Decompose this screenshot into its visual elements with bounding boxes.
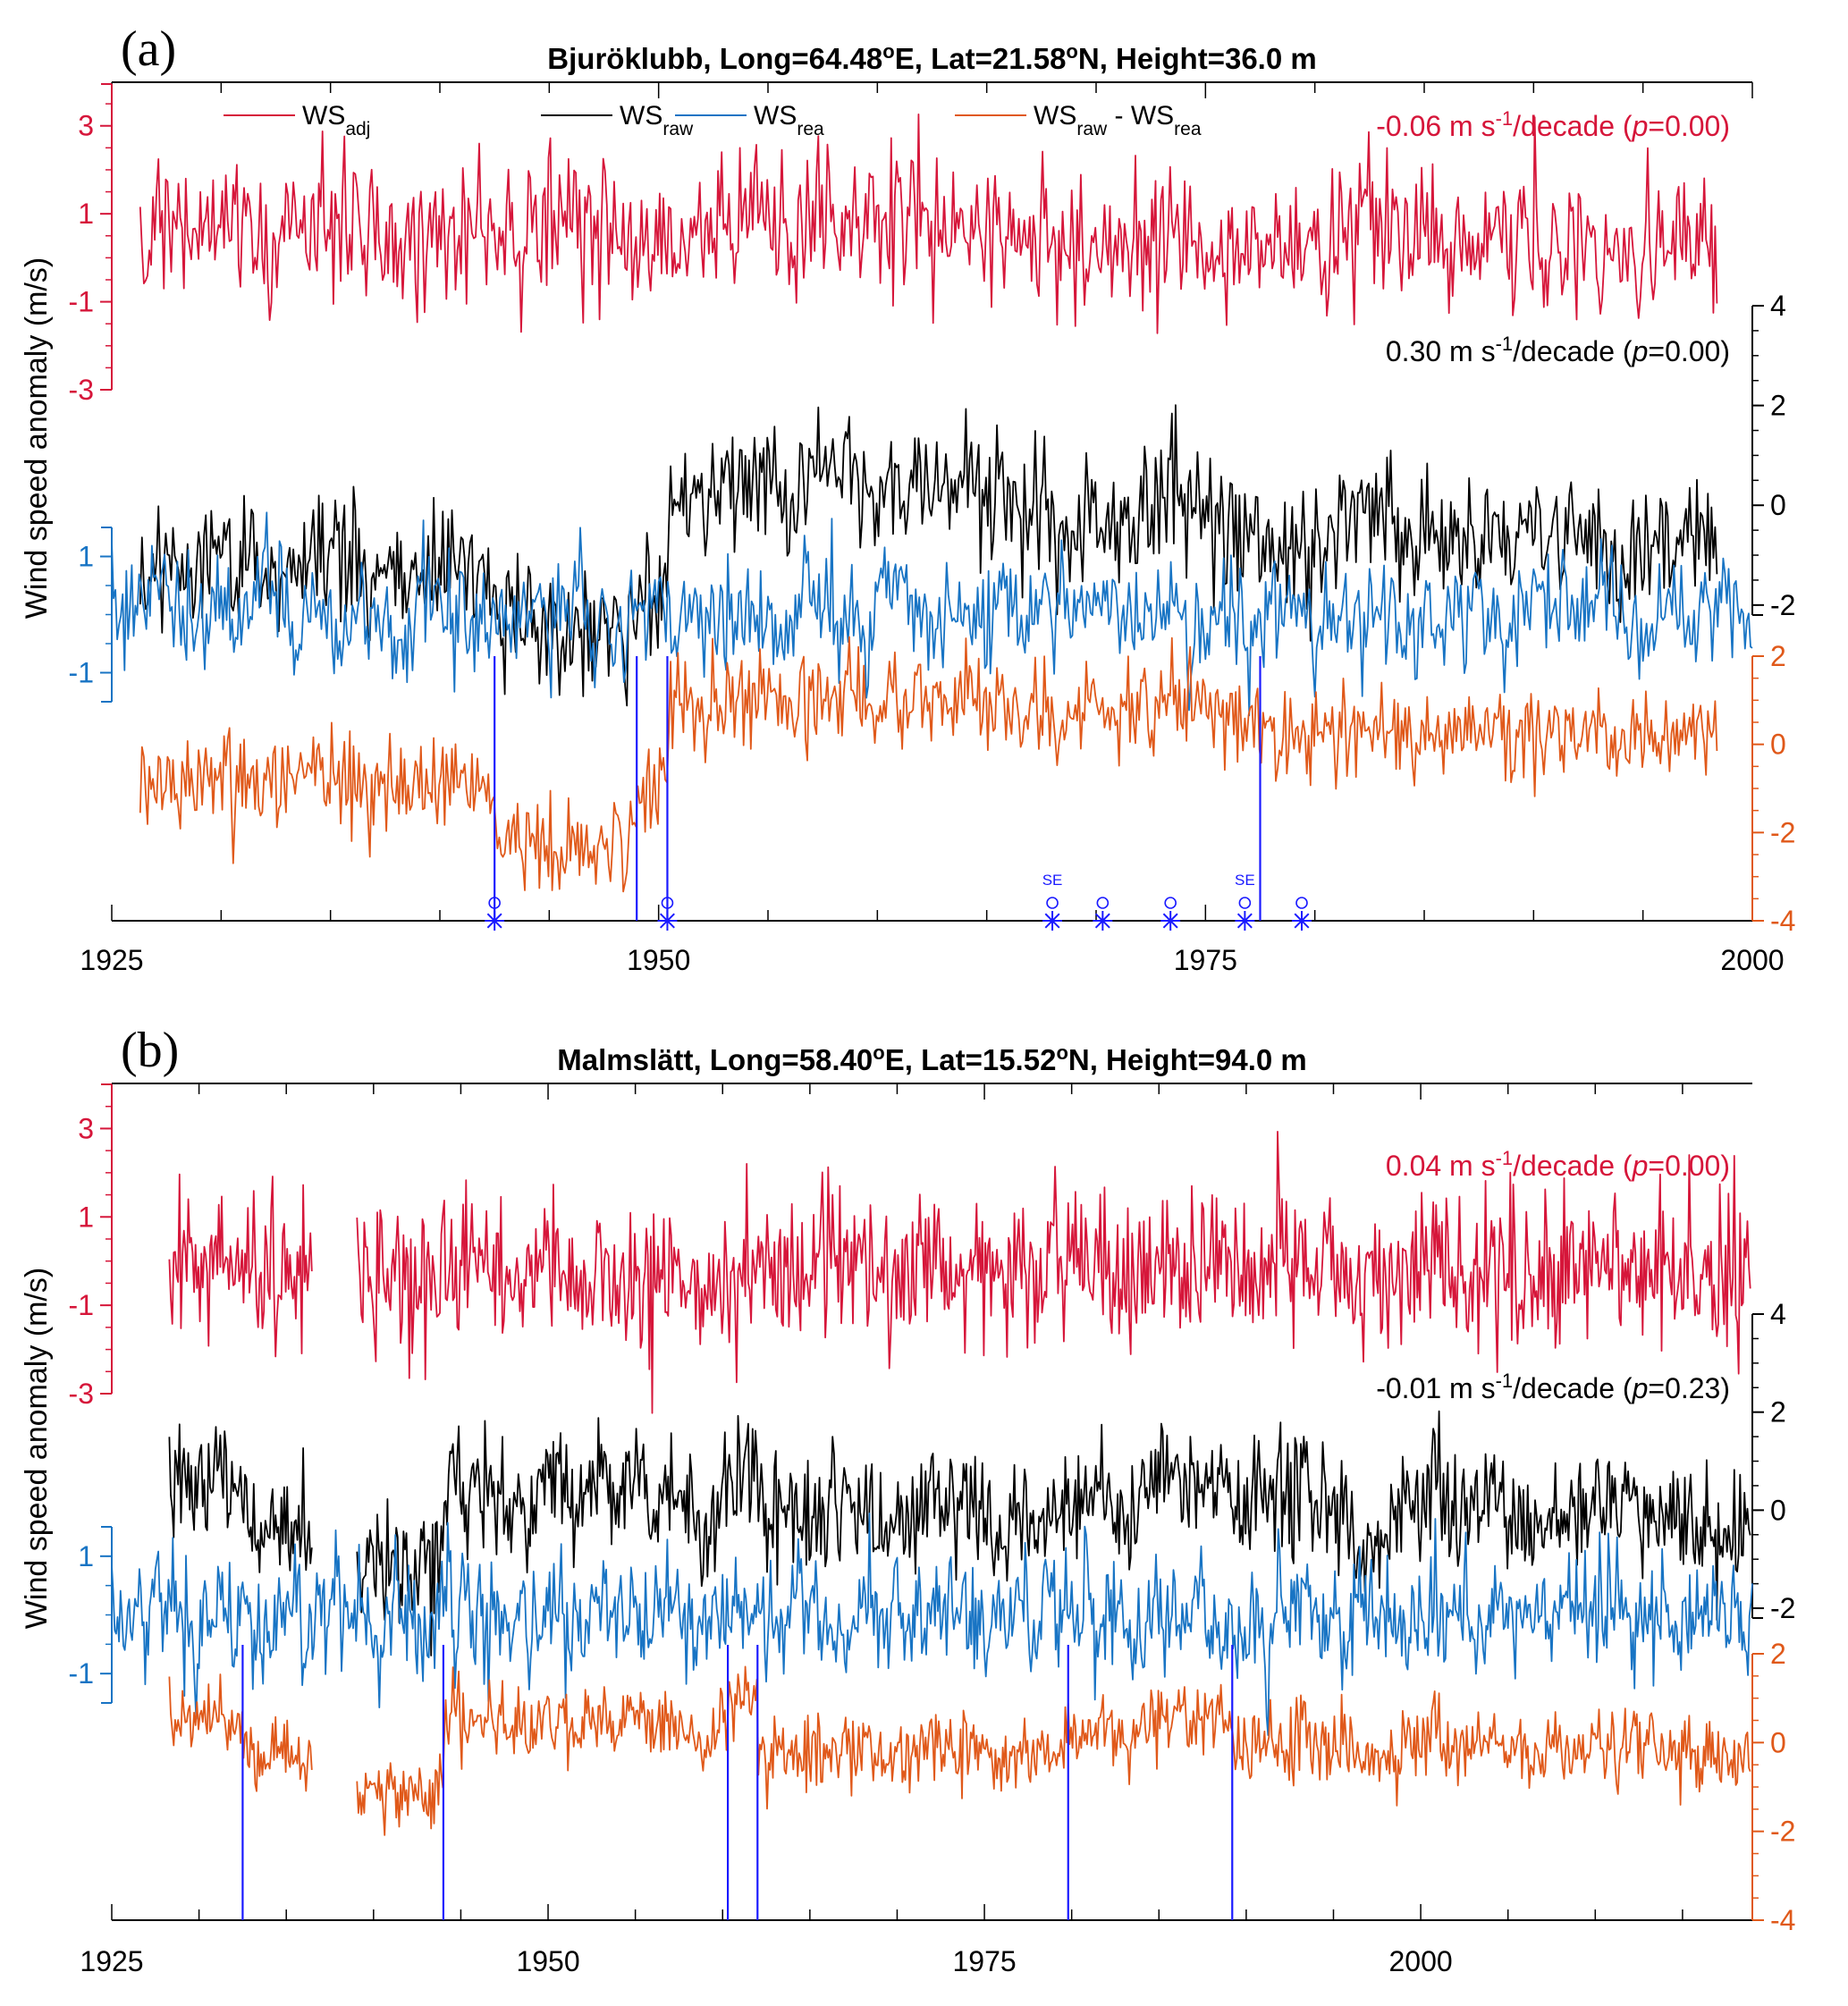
event-circle: [1164, 897, 1177, 909]
panel-a: (a) Bjuröklubb, Long=64.48oE, Lat=21.58oN…: [69, 21, 1796, 976]
adj-y-tick-label: -3: [69, 1378, 94, 1410]
event-circle: [488, 897, 501, 909]
raw-y-tick-label: 4: [1770, 290, 1786, 322]
panel-title: Malmslätt, Long=58.40oE, Lat=15.52oN, He…: [557, 1041, 1306, 1077]
legend-label-diff: WSraw - WSrea: [1034, 101, 1202, 139]
event-label: SE: [1235, 872, 1255, 889]
x-tick-label: 1925: [80, 944, 143, 976]
adj-trend-annotation: 0.04 m s-1/decade (p=0.00): [1386, 1147, 1730, 1183]
raw-trend-annotation: -0.01 m s-1/decade (p=0.23): [1376, 1370, 1730, 1405]
diff-y-tick-label: -4: [1770, 905, 1795, 937]
diff-y-tick-label: 2: [1770, 1638, 1786, 1670]
panel-b: (b) Malmslätt, Long=58.40oE, Lat=15.52oN,…: [69, 1023, 1796, 1977]
metadata-event-marker: SE: [1235, 872, 1255, 931]
x-tick-label: 2000: [1720, 944, 1784, 976]
adj-y-tick-label: 3: [78, 110, 94, 142]
raw-y-tick-label: 0: [1770, 1494, 1786, 1526]
x-tick-label: 1975: [952, 1945, 1016, 1977]
diff-y-tick-label: 0: [1770, 729, 1786, 761]
metadata-event-marker: [485, 897, 505, 931]
legend-label-adj: WSadj: [302, 101, 370, 139]
panel-label: (b): [121, 1023, 179, 1078]
diff-y-tick-label: 2: [1770, 640, 1786, 672]
rea-series-line: [111, 1513, 1753, 1736]
panel-title: Bjuröklubb, Long=64.48oE, Lat=21.58oN, H…: [547, 40, 1316, 76]
diff-y-tick-label: -2: [1770, 816, 1795, 848]
rea-y-tick-label: 1: [78, 541, 94, 573]
event-circle: [661, 897, 674, 909]
y-axis-label: Wind speed anomaly (m/s): [20, 1268, 54, 1629]
rea-series-line: [111, 511, 1753, 717]
x-tick-label: 1975: [1174, 944, 1237, 976]
diff-series-line: [139, 636, 1718, 893]
raw-y-tick-label: -2: [1770, 589, 1795, 621]
event-circle: [1238, 897, 1252, 909]
raw-y-tick-label: 0: [1770, 489, 1786, 521]
x-tick-label: 1950: [627, 944, 690, 976]
adj-y-tick-label: 3: [78, 1112, 94, 1144]
adj-y-tick-label: -3: [69, 374, 94, 406]
diff-y-tick-label: -2: [1770, 1816, 1795, 1848]
rea-y-tick-label: 1: [78, 1540, 94, 1572]
raw-y-tick-label: 2: [1770, 390, 1786, 422]
asterisk-stroke: [1294, 913, 1310, 929]
legend-label-rea: WSrea: [754, 101, 824, 139]
y-axis-label: Wind speed anomaly (m/s): [20, 257, 54, 619]
rea-y-tick-label: -1: [69, 657, 94, 689]
asterisk-stroke: [1094, 913, 1110, 929]
raw-y-tick-label: -2: [1770, 1592, 1795, 1624]
raw-trend-annotation: 0.30 m s-1/decade (p=0.00): [1386, 333, 1730, 368]
asterisk-stroke: [486, 913, 502, 929]
raw-series-line: [139, 404, 1718, 707]
x-tick-label: 1950: [516, 1945, 579, 1977]
asterisk-stroke: [659, 913, 675, 929]
raw-y-tick-label: 2: [1770, 1396, 1786, 1429]
metadata-event-marker: [657, 897, 678, 931]
rea-y-tick-label: -1: [69, 1657, 94, 1690]
adj-y-tick-label: 1: [78, 1201, 94, 1233]
x-tick-label: 2000: [1389, 1945, 1453, 1977]
adj-trend-annotation: -0.06 m s-1/decade (p=0.00): [1376, 107, 1730, 143]
legend: WSadj WSraw WSrea WSraw - WSrea: [224, 101, 1202, 139]
event-label: SE: [1042, 872, 1063, 889]
event-circle: [1046, 897, 1059, 909]
asterisk-stroke: [1044, 913, 1060, 929]
diff-series-line: [168, 1665, 1751, 1836]
metadata-event-marker: [1291, 897, 1312, 931]
raw-series-line: [168, 1410, 1751, 1656]
event-circle: [1096, 897, 1110, 909]
adj-y-tick-label: -1: [69, 1289, 94, 1321]
diff-y-tick-label: -4: [1770, 1904, 1795, 1936]
asterisk-stroke: [1162, 913, 1178, 929]
metadata-event-marker: [1160, 897, 1181, 931]
adj-y-tick-label: 1: [78, 198, 94, 230]
diff-y-tick-label: 0: [1770, 1726, 1786, 1758]
metadata-event-marker: [1093, 897, 1113, 931]
legend-label-raw: WSraw: [620, 101, 694, 139]
x-tick-label: 1925: [80, 1945, 143, 1977]
panel-label: (a): [121, 21, 176, 77]
adj-series-line: [139, 114, 1718, 334]
event-circle: [1295, 897, 1308, 909]
raw-y-tick-label: 4: [1770, 1298, 1786, 1330]
adj-series-line: [168, 1131, 1751, 1414]
metadata-event-marker: SE: [1042, 872, 1063, 931]
adj-y-tick-label: -1: [69, 286, 94, 318]
asterisk-stroke: [1236, 913, 1253, 929]
